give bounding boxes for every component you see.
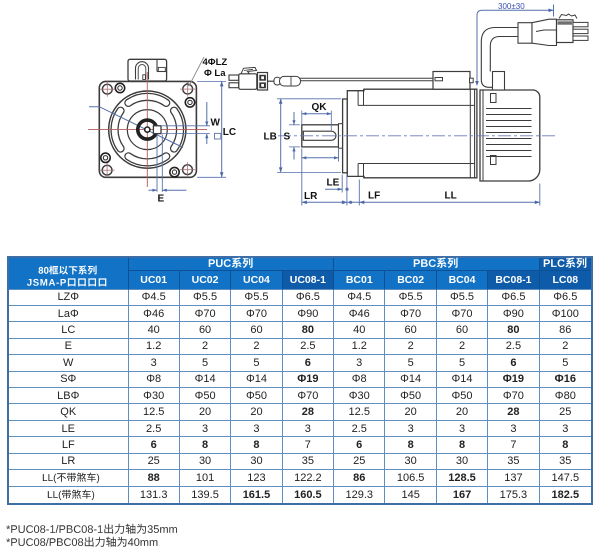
svg-text:4ΦLZ: 4ΦLZ (203, 57, 228, 68)
svg-text:LL: LL (445, 191, 457, 202)
svg-text:W: W (211, 117, 221, 128)
svg-text:S: S (284, 132, 291, 143)
svg-text:LE: LE (327, 178, 340, 189)
svg-text:QK: QK (312, 102, 328, 113)
svg-text:LR: LR (304, 191, 318, 202)
svg-text:E: E (158, 193, 165, 204)
svg-text:Φ La: Φ La (204, 68, 226, 79)
svg-text:LB: LB (264, 132, 277, 143)
svg-text:LC: LC (223, 127, 236, 138)
svg-text:LF: LF (368, 191, 380, 202)
svg-text:300±30: 300±30 (498, 2, 525, 11)
